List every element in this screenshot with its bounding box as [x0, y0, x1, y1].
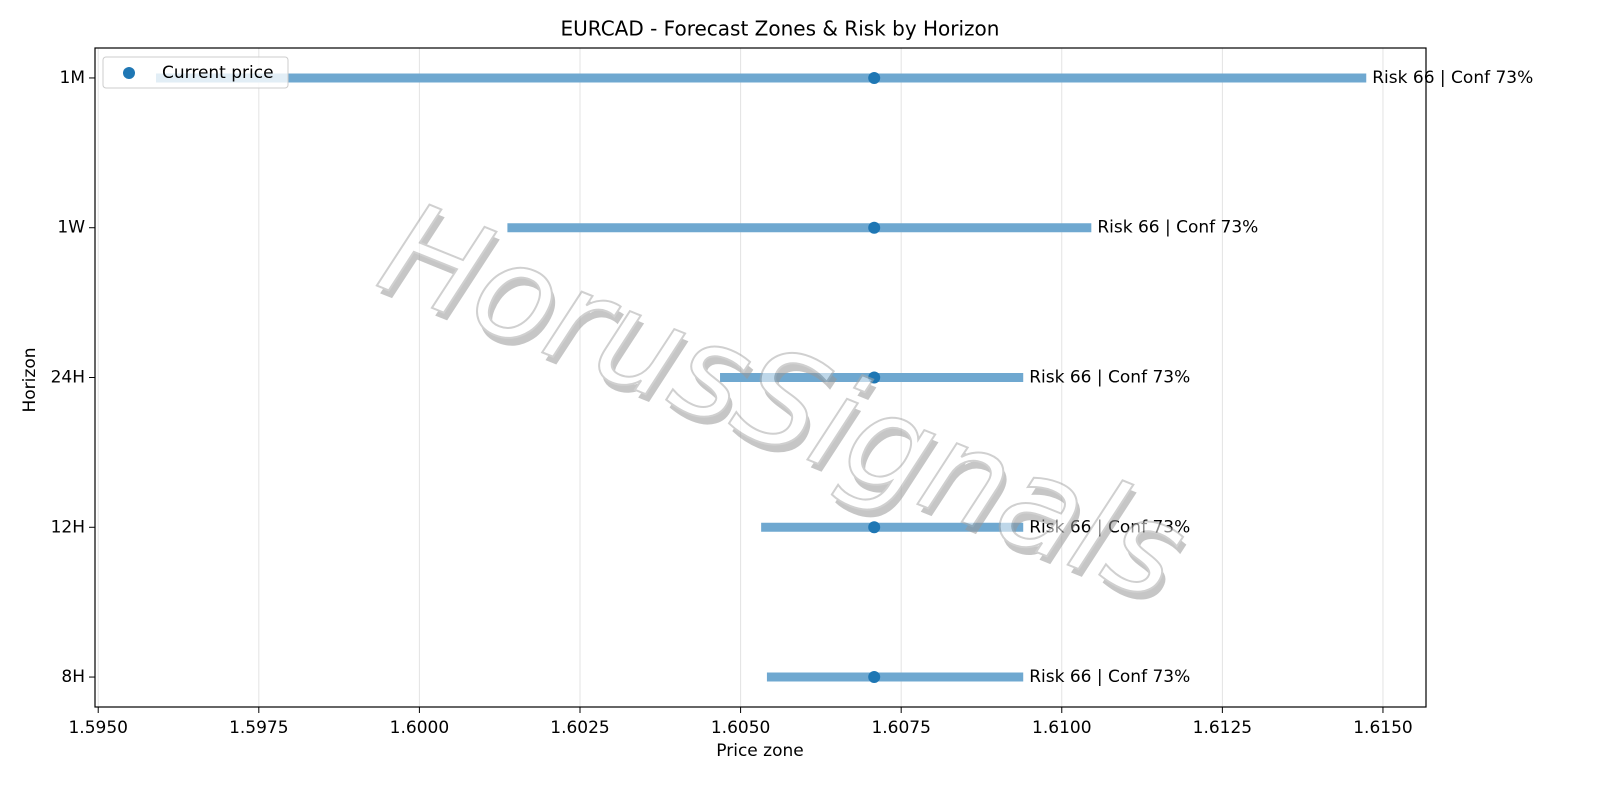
x-tick-label: 1.6100 — [1032, 718, 1091, 738]
x-tick-label: 1.5950 — [68, 718, 127, 738]
x-tick-label: 1.5975 — [229, 718, 288, 738]
x-tick-label: 1.6000 — [390, 718, 449, 738]
y-tick-label: 12H — [51, 517, 85, 537]
y-tick-label: 1M — [60, 68, 85, 88]
y-tick-label: 24H — [51, 368, 85, 388]
legend-marker — [123, 67, 135, 79]
current-price-dot — [868, 71, 881, 84]
x-tick-label: 1.6025 — [550, 718, 609, 738]
annotation: Risk 66 | Conf 73% — [1029, 517, 1190, 537]
annotation: Risk 66 | Conf 73% — [1097, 218, 1258, 238]
watermark: HorusSignals — [362, 172, 1205, 631]
plot-frame — [94, 47, 1427, 708]
legend-label: Current price — [162, 63, 274, 83]
current-price-dot — [868, 221, 881, 234]
x-tick-label: 1.6075 — [871, 718, 930, 738]
x-tick-label: 1.6050 — [711, 718, 770, 738]
y-axis-label: Horizon — [20, 348, 40, 413]
current-price-dot — [868, 521, 881, 534]
annotation: Risk 66 | Conf 73% — [1029, 667, 1190, 687]
current-price-dot — [868, 671, 881, 684]
annotation: Risk 66 | Conf 73% — [1372, 68, 1533, 88]
annotation: Risk 66 | Conf 73% — [1029, 368, 1190, 388]
x-tick-label: 1.6125 — [1193, 718, 1252, 738]
x-axis-label: Price zone — [716, 741, 803, 761]
chart-title: EURCAD - Forecast Zones & Risk by Horizo… — [561, 17, 1000, 41]
y-tick-label: 8H — [61, 667, 85, 687]
y-tick-label: 1W — [57, 218, 85, 238]
legend-box — [102, 56, 289, 89]
current-price-dot — [868, 371, 881, 384]
x-tick-label: 1.6150 — [1353, 718, 1412, 738]
